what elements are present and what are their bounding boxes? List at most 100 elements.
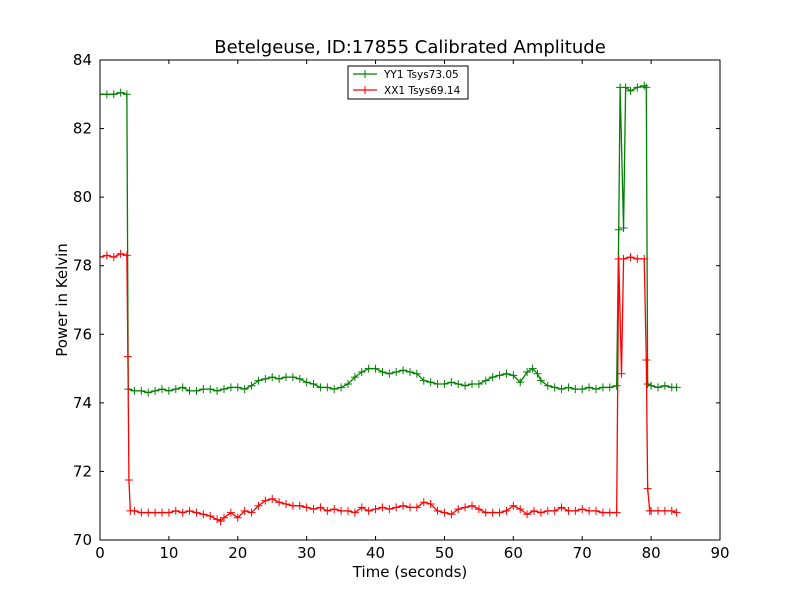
data-point-marker <box>268 494 277 503</box>
data-point-marker <box>392 368 401 376</box>
plot-area <box>100 60 720 540</box>
data-point-marker <box>116 249 125 258</box>
data-point-marker <box>621 83 630 92</box>
data-point-marker <box>571 506 580 515</box>
data-point-marker <box>371 364 380 373</box>
data-point-marker <box>667 506 676 515</box>
y-tick-label: 72 <box>73 462 92 480</box>
data-point-marker <box>406 503 414 512</box>
data-point-marker <box>350 373 359 382</box>
data-point-marker <box>302 378 311 387</box>
data-point-marker <box>206 385 215 394</box>
data-point-marker <box>385 505 394 514</box>
data-point-marker <box>495 508 504 517</box>
data-point-marker <box>192 508 201 517</box>
data-point-marker <box>633 254 642 263</box>
data-point-marker <box>213 386 222 395</box>
data-point-marker <box>550 383 559 392</box>
data-point-marker <box>626 253 635 262</box>
data-point-marker <box>233 383 242 392</box>
x-tick-label: 40 <box>366 544 385 562</box>
data-point-marker <box>481 376 490 385</box>
y-tick-label: 84 <box>73 51 92 69</box>
data-point-marker <box>302 503 311 512</box>
data-point-marker <box>530 506 538 515</box>
data-point-marker <box>647 506 656 515</box>
data-point-marker <box>523 368 532 376</box>
data-point-marker <box>199 385 208 394</box>
data-point-marker <box>660 506 669 515</box>
data-point-marker <box>254 376 263 385</box>
data-point-marker <box>543 506 552 515</box>
data-point-marker <box>216 517 225 526</box>
data-point-marker <box>578 505 587 514</box>
data-point-marker <box>557 385 566 394</box>
data-point-marker <box>550 506 559 515</box>
data-point-marker <box>654 383 662 392</box>
data-point-marker <box>585 383 594 392</box>
x-tick-label: 90 <box>710 544 729 562</box>
ticks-layer: 0 10 20 30 40 50 60 70 80 90 70 72 74 76 78 80 82 84 <box>73 51 730 562</box>
data-point-marker <box>158 385 166 394</box>
data-point-marker <box>164 386 173 395</box>
y-tick-label: 70 <box>73 531 92 549</box>
data-point-marker <box>275 498 284 507</box>
data-point-marker <box>122 251 131 260</box>
legend-marker <box>361 86 369 94</box>
data-point-marker <box>102 90 111 99</box>
legend: YY1 Tsys73.05 XX1 Tsys69.14 <box>347 65 469 100</box>
data-point-marker <box>268 373 277 382</box>
data-point-marker <box>433 506 442 515</box>
data-point-marker <box>261 496 270 505</box>
legend-marker <box>361 70 369 78</box>
data-point-marker <box>151 508 160 517</box>
data-point-marker <box>100 253 104 262</box>
data-point-marker <box>612 381 621 390</box>
data-point-marker <box>323 383 332 392</box>
data-point-marker <box>288 373 297 382</box>
data-point-marker <box>426 378 435 387</box>
data-point-marker <box>502 506 511 515</box>
data-point-marker <box>309 505 318 514</box>
data-point-marker <box>660 381 669 390</box>
x-tick-label: 60 <box>504 544 523 562</box>
data-point-marker <box>617 369 626 378</box>
data-point-marker <box>578 385 587 394</box>
x-tick-label: 0 <box>95 544 105 562</box>
y-tick-label: 80 <box>73 188 92 206</box>
data-point-marker <box>481 508 490 517</box>
data-point-marker <box>672 508 681 517</box>
data-point-marker <box>254 501 263 510</box>
y-axis-label: Power in Kelvin <box>53 243 71 357</box>
data-point-marker <box>557 503 566 512</box>
y-tick-label: 74 <box>73 394 92 412</box>
plot-frame <box>99 59 721 541</box>
data-point-marker <box>474 380 483 388</box>
data-point-marker <box>123 352 132 361</box>
data-point-marker <box>672 383 681 392</box>
x-tick-label: 50 <box>435 544 454 562</box>
data-point-marker <box>137 386 146 395</box>
data-point-marker <box>199 510 208 519</box>
data-point-marker <box>316 383 325 392</box>
series-layer <box>100 81 681 526</box>
data-point-marker <box>240 385 249 394</box>
data-point-marker <box>344 506 352 515</box>
data-point-marker <box>378 368 387 376</box>
data-point-marker <box>605 383 614 392</box>
data-point-marker <box>412 369 421 378</box>
data-point-marker <box>226 508 235 517</box>
data-point-marker <box>612 508 621 517</box>
x-tick-label: 10 <box>159 544 178 562</box>
data-point-marker <box>158 508 166 517</box>
data-point-marker <box>447 378 456 387</box>
data-point-marker <box>419 498 428 507</box>
x-tick-label: 30 <box>297 544 316 562</box>
data-point-marker <box>642 83 651 92</box>
data-point-marker <box>295 501 304 510</box>
data-point-marker <box>185 386 194 395</box>
data-point-marker <box>406 368 414 376</box>
series-1 <box>100 81 681 397</box>
data-point-marker <box>378 503 387 512</box>
data-point-marker <box>454 505 463 514</box>
